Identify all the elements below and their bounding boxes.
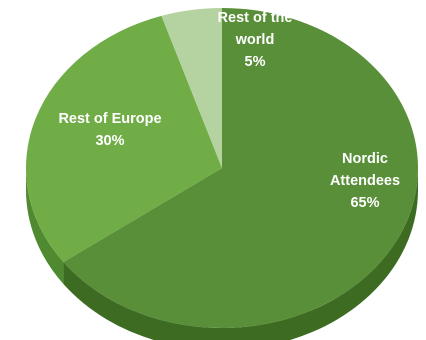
- slice-name-label: Rest of the: [218, 10, 293, 26]
- pie-slice: [161, 8, 222, 168]
- slice-name-label: Rest of Europe: [58, 111, 161, 127]
- slice-value-label: 30%: [95, 133, 124, 149]
- pie-slice: [63, 8, 418, 328]
- slice-value-label: 5%: [245, 54, 266, 70]
- pie-labels: Nordic Attendees 65% Rest of Europe 30% Rest …: [58, 10, 400, 211]
- slice-name-label: Nordic: [342, 151, 388, 167]
- pie-slice: [25, 15, 222, 263]
- pie-slice-side: [26, 168, 64, 285]
- slice-name-label: Attendees: [330, 173, 400, 189]
- pie-sides: [26, 168, 418, 340]
- slice-name-label: world: [235, 32, 275, 48]
- slice-value-label: 65%: [350, 195, 379, 211]
- pie-tops: [25, 8, 418, 328]
